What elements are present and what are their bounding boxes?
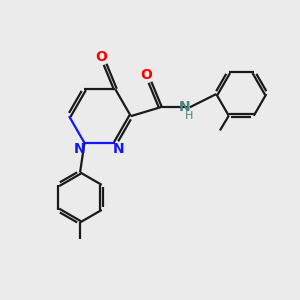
Text: N: N (113, 142, 125, 156)
Text: H: H (185, 111, 193, 121)
Text: O: O (96, 50, 107, 64)
Text: N: N (178, 100, 190, 114)
Text: O: O (140, 68, 152, 82)
Text: N: N (74, 142, 85, 156)
